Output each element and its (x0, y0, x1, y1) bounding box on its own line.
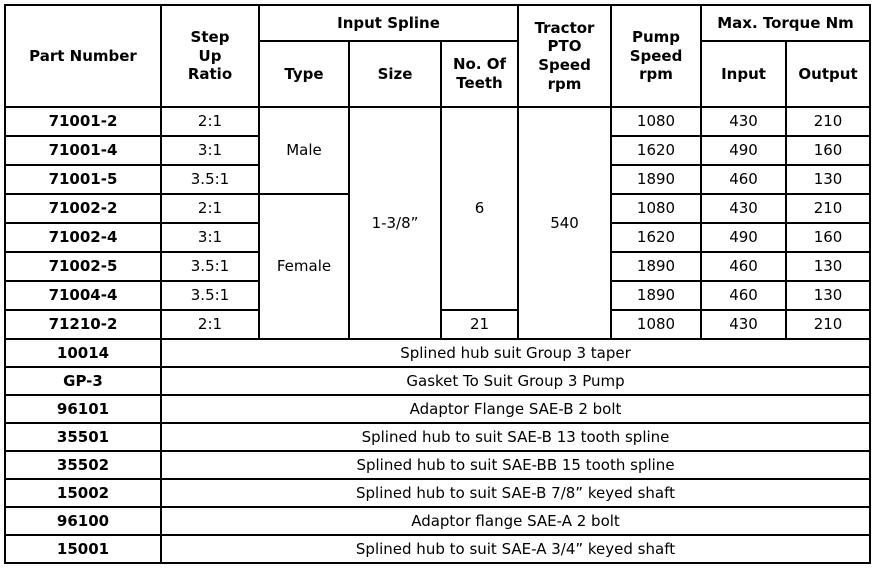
table-row: 15002 Splined hub to suit SAE-B 7/8” key… (4, 478, 872, 508)
table-row: 35501 Splined hub to suit SAE-B 13 tooth… (4, 422, 872, 452)
table-row: 71004-4 3.5:1 1890 460 130 (4, 280, 872, 311)
table-row: 96100 Adaptor flange SAE-A 2 bolt (4, 506, 872, 536)
table-row: 35502 Splined hub to suit SAE-BB 15 toot… (4, 450, 872, 480)
torque-input-cell: 460 (700, 280, 788, 311)
part-number-cell: 15002 (4, 478, 162, 508)
part-number-cell: 71002-4 (4, 222, 162, 253)
part-number-cell: 71002-5 (4, 251, 162, 282)
step-up-ratio-cell: 2:1 (160, 193, 260, 224)
pump-speed-cell: 1890 (610, 251, 703, 282)
part-number-cell: 71210-2 (4, 309, 162, 340)
torque-input-cell: 460 (700, 164, 788, 195)
table-row: 15001 Splined hub to suit SAE-A 3/4” key… (4, 534, 872, 564)
torque-input-cell: 430 (700, 193, 788, 224)
accessory-description-cell: Adaptor flange SAE-A 2 bolt (159, 506, 872, 536)
col-header-input-spline: Input Spline (257, 4, 520, 42)
table-row: 10014 Splined hub suit Group 3 taper (4, 338, 872, 368)
torque-output-cell: 210 (785, 309, 872, 340)
part-number-cell: 71004-4 (4, 280, 162, 311)
col-header-type: Type (258, 40, 350, 108)
accessory-description-cell: Gasket To Suit Group 3 Pump (159, 366, 872, 396)
torque-output-cell: 130 (785, 280, 872, 311)
col-header-tractor-pto-speed: Tractor PTO Speed rpm (517, 4, 613, 108)
step-up-ratio-cell: 3:1 (160, 222, 260, 253)
torque-output-cell: 210 (785, 193, 872, 224)
step-up-ratio-cell: 2:1 (160, 309, 260, 340)
pump-speed-cell: 1080 (610, 309, 703, 340)
col-header-torque-output: Output (785, 40, 872, 108)
col-header-max-torque: Max. Torque Nm (700, 4, 872, 42)
torque-input-cell: 490 (700, 222, 788, 253)
torque-output-cell: 160 (785, 222, 872, 253)
accessory-description-cell: Splined hub suit Group 3 taper (159, 338, 872, 368)
col-header-part-number: Part Number (4, 4, 162, 108)
torque-input-cell: 430 (700, 309, 788, 340)
header-row-2: Type Size No. Of Teeth Input Output (5, 40, 872, 108)
tractor-pto-speed-cell: 540 (517, 106, 613, 340)
accessory-description-cell: Splined hub to suit SAE-B 13 tooth splin… (159, 422, 872, 452)
step-up-ratio-cell: 2:1 (160, 106, 260, 137)
part-number-cell: 71002-2 (4, 193, 162, 224)
table-row: 71002-2 2:1 Female 1080 430 210 (4, 193, 872, 340)
accessory-description-cell: Splined hub to suit SAE-B 7/8” keyed sha… (159, 478, 872, 508)
accessory-description-cell: Splined hub to suit SAE-A 3/4” keyed sha… (159, 534, 872, 564)
spline-type-female-cell: Female (258, 193, 350, 340)
col-header-size: Size (348, 40, 442, 108)
accessory-description-cell: Splined hub to suit SAE-BB 15 tooth spli… (159, 450, 872, 480)
torque-input-cell: 430 (700, 106, 788, 137)
part-number-cell: 71001-4 (4, 135, 162, 166)
part-number-cell: 71001-5 (4, 164, 162, 195)
spline-size-cell: 1-3/8” (348, 106, 442, 340)
table-row: GP-3 Gasket To Suit Group 3 Pump (4, 366, 872, 396)
torque-output-cell: 130 (785, 251, 872, 282)
pump-speed-cell: 1080 (610, 193, 703, 224)
col-header-pump-speed: Pump Speed rpm (610, 4, 703, 108)
torque-input-cell: 460 (700, 251, 788, 282)
part-number-cell: 96101 (4, 394, 162, 424)
pump-speed-cell: 1080 (610, 106, 703, 137)
spline-type-male-cell: Male (258, 106, 350, 195)
pump-speed-cell: 1890 (610, 164, 703, 195)
col-header-no-of-teeth: No. Of Teeth (439, 40, 520, 108)
part-number-cell: GP-3 (4, 366, 162, 396)
step-up-ratio-cell: 3.5:1 (160, 251, 260, 282)
header-row-1: Part Number Step Up Ratio Input Spline T… (4, 4, 872, 108)
table-row: 71001-5 3.5:1 1890 460 130 (4, 164, 872, 195)
torque-output-cell: 130 (785, 164, 872, 195)
table-row: 71001-4 3:1 1620 490 160 (4, 135, 872, 166)
step-up-ratio-cell: 3.5:1 (160, 164, 260, 195)
no-of-teeth-alt-cell: 21 (439, 309, 520, 340)
pump-speed-cell: 1620 (610, 222, 703, 253)
part-number-cell: 15001 (4, 534, 162, 564)
part-number-cell: 10014 (4, 338, 162, 368)
table-row: 71002-5 3.5:1 1890 460 130 (4, 251, 872, 282)
torque-output-cell: 160 (785, 135, 872, 166)
table-row: 96101 Adaptor Flange SAE-B 2 bolt (4, 394, 872, 424)
table-row: 71002-4 3:1 1620 490 160 (4, 222, 872, 253)
part-number-cell: 96100 (4, 506, 162, 536)
pump-speed-cell: 1620 (610, 135, 703, 166)
no-of-teeth-cell: 6 (439, 106, 520, 311)
col-header-torque-input: Input (700, 40, 788, 108)
step-up-ratio-cell: 3.5:1 (160, 280, 260, 311)
pump-speed-cell: 1890 (610, 280, 703, 311)
part-number-cell: 35501 (4, 422, 162, 452)
torque-input-cell: 490 (700, 135, 788, 166)
pto-gearbox-spec-table: Part Number Step Up Ratio Input Spline T… (4, 4, 872, 564)
step-up-ratio-cell: 3:1 (160, 135, 260, 166)
torque-output-cell: 210 (785, 106, 872, 137)
accessory-description-cell: Adaptor Flange SAE-B 2 bolt (159, 394, 872, 424)
table-row: 71001-2 2:1 Male 1-3/8” 6 540 1080 430 2… (4, 106, 872, 340)
part-number-cell: 35502 (4, 450, 162, 480)
table-row: 71210-2 2:1 21 1080 430 210 (4, 309, 872, 340)
part-number-cell: 71001-2 (4, 106, 162, 137)
col-header-step-up-ratio: Step Up Ratio (160, 4, 260, 108)
